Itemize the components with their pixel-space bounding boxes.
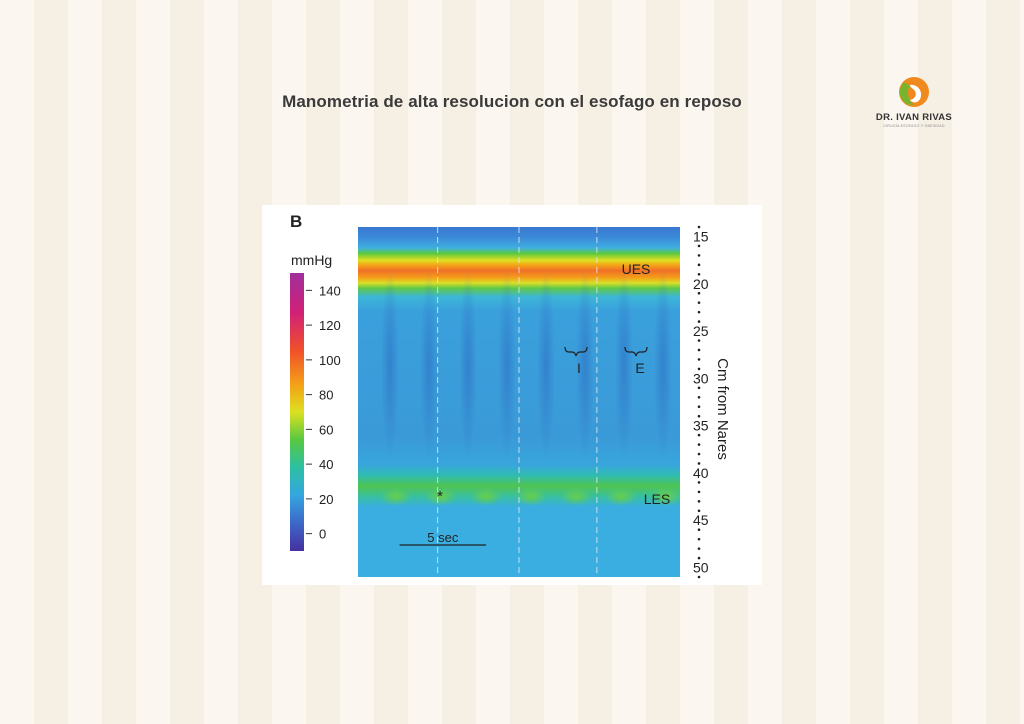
e-label: E: [635, 360, 644, 376]
body-streak: [459, 270, 477, 460]
brace-e-icon: [624, 346, 648, 357]
depth-minor-tick: [697, 452, 701, 456]
logo: DR. IVAN RIVAS CIRUGÍA ESOFAGO Y OBESIDA…: [866, 72, 962, 134]
i-label: I: [577, 360, 581, 376]
depth-minor-tick: [697, 433, 701, 437]
depth-tick-label: 45: [693, 512, 709, 528]
depth-minor-tick: [697, 528, 701, 532]
depth-tick-label: 15: [693, 228, 709, 244]
les-blob: [515, 487, 547, 506]
depth-minor-tick: [697, 310, 701, 314]
depth-minor-tick: [697, 348, 701, 352]
depth-minor-tick: [697, 263, 701, 267]
scale-bar-label: 5 sec: [427, 530, 459, 545]
depth-minor-tick: [697, 395, 701, 399]
star-marker: *: [437, 488, 443, 505]
depth-tick-label: 35: [693, 418, 709, 434]
logo-subtitle: CIRUGÍA ESOFAGO Y OBESIDAD: [883, 124, 945, 128]
depth-minor-tick: [697, 443, 701, 446]
body-streak: [498, 270, 516, 460]
les-blob: [650, 487, 682, 506]
manometry-figure: B mmHg 140 120 100 80 60 40 20 0 15 20 25 30 35 40 45…: [262, 205, 762, 585]
brace-i-icon: [564, 346, 588, 357]
depth-minor-tick: [697, 556, 701, 560]
depth-minor-tick: [697, 386, 701, 390]
les-blob: [425, 487, 457, 506]
body-streak: [381, 270, 399, 460]
heatmap: [358, 227, 682, 577]
depth-minor-tick: [697, 244, 701, 248]
colorbar-tick-label: 120: [319, 318, 341, 333]
les-blob: [605, 487, 637, 506]
colorbar-tick-label: 80: [319, 388, 333, 403]
colorbar-tick-label: 40: [319, 457, 333, 472]
depth-tick-label: 20: [693, 276, 709, 292]
depth-tick-label: 40: [693, 465, 709, 481]
depth-tick-label: 50: [693, 560, 709, 576]
colorbar-tick-label: 140: [319, 283, 341, 298]
depth-minor-tick: [697, 500, 701, 503]
depth-minor-tick: [697, 254, 701, 257]
depth-minor-tick: [697, 537, 701, 541]
depth-minor-tick: [697, 272, 701, 276]
depth-tick-label: 25: [693, 323, 709, 339]
body-streak: [420, 270, 438, 460]
manometry-chart: B mmHg 140 120 100 80 60 40 20 0 15 20 25 30 35 40 45…: [290, 212, 731, 579]
les-blob: [560, 487, 592, 506]
depth-minor-tick: [697, 547, 701, 550]
depth-minor-tick: [697, 339, 701, 342]
body-streaks: [381, 270, 672, 460]
colorbar-ticks: 140 120 100 80 60 40 20 0: [306, 283, 341, 542]
depth-ticks: 15 20 25 30 35 40 45 50: [693, 225, 709, 579]
colorbar-tick-label: 20: [319, 492, 333, 507]
depth-minor-tick: [697, 481, 701, 484]
depth-minor-tick: [697, 291, 701, 295]
logo-name: DR. IVAN RIVAS: [875, 112, 953, 123]
body-streak: [576, 270, 594, 460]
body-streak: [654, 270, 672, 460]
depth-minor-tick: [697, 358, 701, 361]
les-blob: [380, 487, 412, 506]
depth-minor-tick: [697, 490, 701, 494]
depth-minor-tick: [697, 320, 701, 323]
scale-bar: 5 sec: [399, 530, 487, 546]
depth-minor-tick: [697, 301, 701, 304]
depth-minor-tick: [697, 367, 701, 371]
panel-label: B: [290, 212, 302, 231]
depth-tick-label: 30: [693, 370, 709, 386]
y-axis-label: Cm from Nares: [714, 358, 731, 460]
les-label: LES: [644, 491, 670, 507]
les-blobs: [380, 487, 682, 506]
colorbar-unit: mmHg: [291, 252, 332, 268]
colorbar-tick-label: 0: [319, 527, 326, 542]
les-blob: [470, 487, 502, 506]
stomach-logo-icon: [899, 77, 929, 107]
depth-minor-tick: [697, 509, 701, 513]
colorbar-tick-label: 100: [319, 353, 341, 368]
depth-minor-tick: [697, 405, 701, 409]
depth-minor-tick: [697, 575, 701, 579]
depth-minor-tick: [697, 414, 701, 418]
colorbar: [290, 273, 304, 551]
depth-minor-tick: [697, 225, 701, 229]
time-markers: [437, 227, 598, 577]
ues-label: UES: [622, 261, 651, 277]
depth-minor-tick: [697, 462, 701, 465]
body-streak: [537, 270, 555, 460]
colorbar-tick-label: 60: [319, 422, 333, 437]
body-streak: [615, 270, 633, 460]
slide-title: Manometria de alta resolucion con el eso…: [282, 92, 742, 111]
